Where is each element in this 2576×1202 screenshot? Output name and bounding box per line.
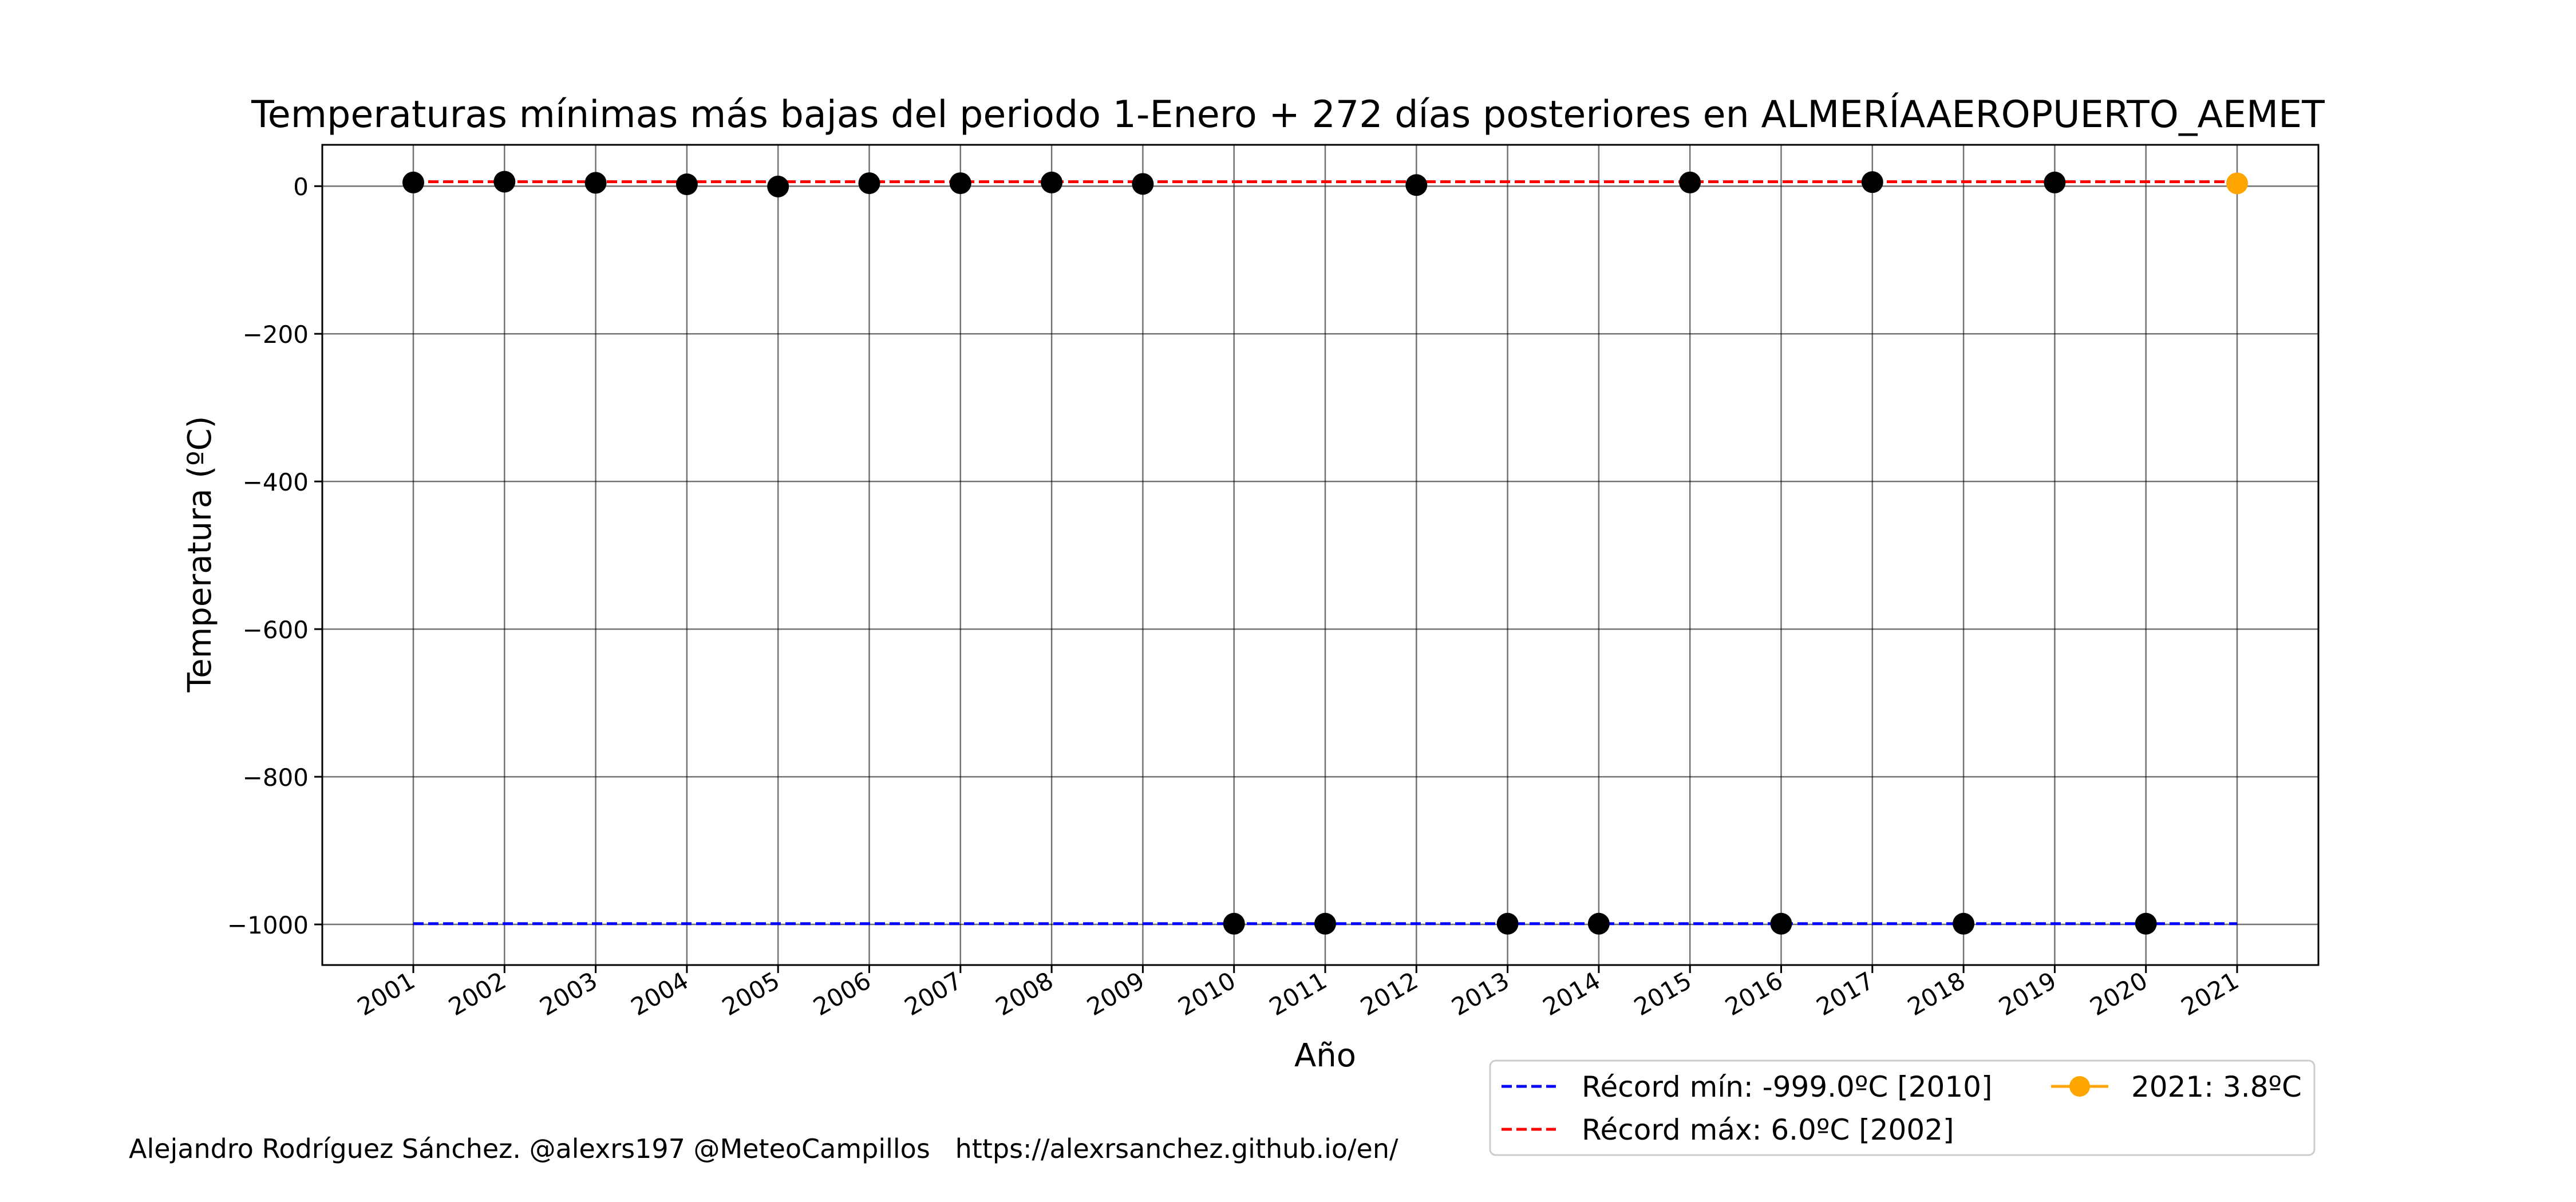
data-point-2019 xyxy=(2044,171,2066,193)
legend-label-record-min: Récord mín: -999.0ºC [2010] xyxy=(1582,1070,1992,1104)
chart-title: Temperaturas mínimas más bajas del perio… xyxy=(251,92,2325,136)
y-tick-label: −1000 xyxy=(227,911,309,939)
data-point-2003 xyxy=(584,172,607,194)
data-point-2010 xyxy=(1223,912,1245,935)
axes-frame xyxy=(321,144,2320,966)
x-tick-label: 2003 xyxy=(535,966,602,1021)
data-point-2009 xyxy=(1132,173,1154,195)
data-point-2016 xyxy=(1770,912,1792,935)
x-tick-label: 2010 xyxy=(1174,966,1240,1021)
data-point-2007 xyxy=(949,172,971,195)
x-tick-label: 2019 xyxy=(1994,966,2061,1021)
x-tick-label: 2013 xyxy=(1447,966,1514,1021)
x-tick-label: 2021 xyxy=(2176,966,2243,1021)
legend-swatch-2021-marker xyxy=(2069,1076,2090,1097)
grid xyxy=(322,145,2318,965)
data-point-2018 xyxy=(1953,912,1975,935)
y-tick-label: −600 xyxy=(243,616,309,644)
data-point-2001 xyxy=(402,171,424,193)
x-tick-label: 2007 xyxy=(900,966,967,1021)
x-tick-label: 2002 xyxy=(444,966,511,1021)
x-tick-label: 2020 xyxy=(2085,966,2152,1021)
x-tick-label: 2009 xyxy=(1082,966,1149,1021)
data-point-2008 xyxy=(1041,171,1063,193)
x-tick-label: 2014 xyxy=(1538,966,1605,1021)
x-tick-label: 2017 xyxy=(1812,966,1879,1021)
x-tick-label: 2015 xyxy=(1629,966,1696,1021)
x-axis-ticks: 2001 2002 2003 2004 2005 2006 2007 2008 2009 2010… xyxy=(353,965,2243,1021)
y-axis-label: Temperatura (ºC) xyxy=(181,416,219,693)
data-point-2004 xyxy=(675,173,698,196)
y-axis-ticks: 0 −200 −400 −600 −800 −1000 xyxy=(227,173,322,939)
x-tick-label: 2001 xyxy=(353,966,420,1021)
x-tick-label: 2006 xyxy=(808,966,875,1021)
y-tick-label: −800 xyxy=(243,764,309,792)
legend-box xyxy=(1489,1059,2316,1156)
x-tick-label: 2012 xyxy=(1356,966,1423,1021)
data-point-2012 xyxy=(1405,174,1428,196)
legend: Récord mín: -999.0ºC [2010] Récord máx: … xyxy=(1489,1059,2316,1156)
x-tick-label: 2008 xyxy=(991,966,1058,1021)
x-axis-label: Año xyxy=(1294,1037,1356,1074)
data-point-2006 xyxy=(858,172,880,195)
data-point-2020 xyxy=(2135,912,2157,935)
current-year-point xyxy=(2226,172,2248,195)
data-point-2014 xyxy=(1587,912,1610,935)
legend-label-2021: 2021: 3.8ºC xyxy=(2131,1070,2302,1104)
data-point-2017 xyxy=(1861,171,1883,193)
data-points xyxy=(402,171,2248,935)
author-credit: Alejandro Rodríguez Sánchez. @alexrs197 … xyxy=(129,1133,1398,1164)
legend-label-record-max: Récord máx: 6.0ºC [2002] xyxy=(1582,1113,1954,1146)
data-point-2015 xyxy=(1679,171,1701,193)
data-point-2011 xyxy=(1314,912,1336,935)
x-tick-label: 2016 xyxy=(1720,966,1787,1021)
y-tick-label: 0 xyxy=(293,173,309,201)
x-tick-label: 2005 xyxy=(717,966,784,1021)
data-point-2002 xyxy=(493,171,516,193)
y-tick-label: −200 xyxy=(243,321,309,349)
data-point-2005 xyxy=(767,175,789,197)
x-tick-label: 2018 xyxy=(1903,966,1970,1021)
data-point-2013 xyxy=(1496,912,1519,935)
y-tick-label: −400 xyxy=(243,468,309,496)
x-tick-label: 2004 xyxy=(626,966,693,1021)
x-tick-label: 2011 xyxy=(1265,966,1332,1021)
